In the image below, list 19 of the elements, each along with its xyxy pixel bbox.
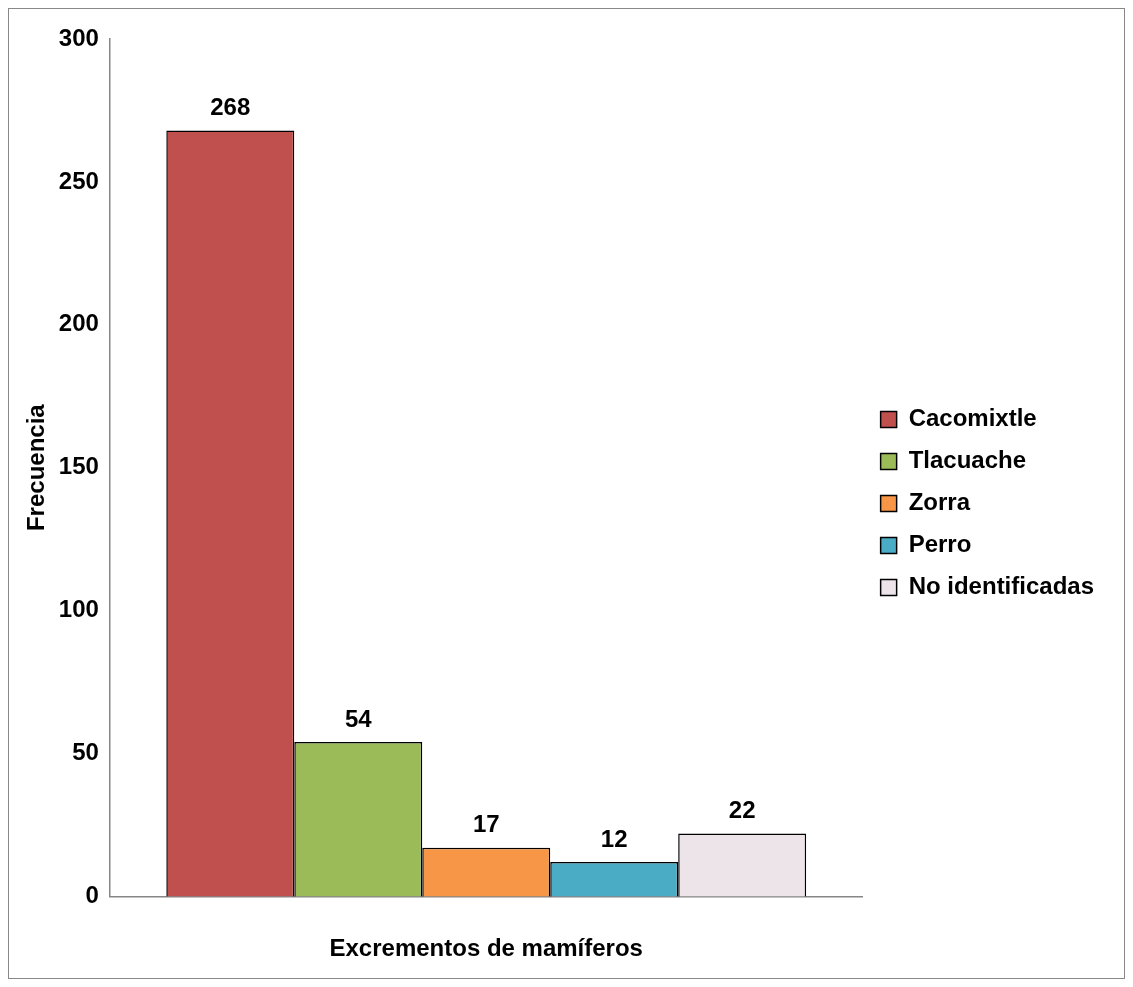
legend-label: Tlacuache	[908, 446, 1027, 474]
x-axis-title: Excrementos de mamíferos	[329, 934, 643, 962]
y-axis-title: Frecuencia	[22, 403, 50, 532]
data-label: 268	[210, 93, 251, 121]
y-tick-label: 150	[58, 452, 99, 480]
legend-label: No identificadas	[908, 572, 1095, 600]
y-tick-label: 300	[58, 23, 99, 51]
data-label: 17	[472, 810, 500, 838]
y-tick-label: 50	[72, 738, 99, 766]
y-tick-label: 100	[58, 595, 99, 623]
y-tick-label: 250	[58, 166, 99, 194]
legend-label: Zorra	[908, 488, 971, 516]
legend-label: Cacomixtle	[908, 404, 1037, 432]
y-tick-label: 0	[85, 881, 99, 909]
legend-label: Perro	[908, 530, 972, 558]
data-label: 54	[344, 704, 373, 732]
data-label: 22	[728, 796, 756, 824]
y-tick-label: 200	[58, 309, 99, 337]
data-label: 12	[600, 824, 628, 852]
